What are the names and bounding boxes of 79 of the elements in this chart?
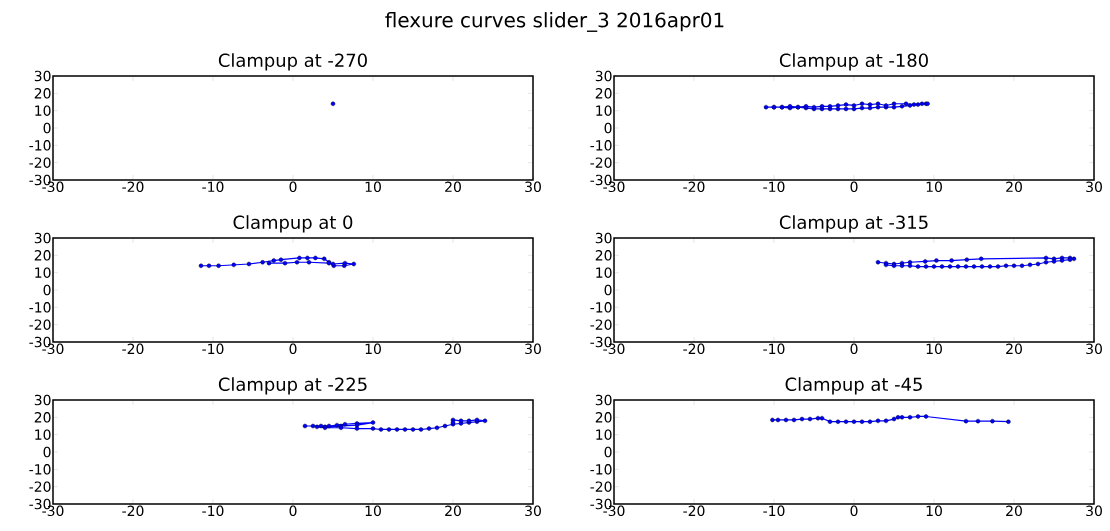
y-tick-label: 10 xyxy=(35,429,51,440)
y-tick-label: 0 xyxy=(43,284,51,296)
text: flexure curves slider_3 2016apr01 xyxy=(385,12,724,32)
x-tick-label: 10 xyxy=(926,505,942,517)
y-tick-label: -20 xyxy=(29,319,51,330)
x-tick-label: 30 xyxy=(1086,181,1102,193)
y-tick-label: 10 xyxy=(596,429,612,440)
y-tick-label: 0 xyxy=(43,446,51,458)
x-tick-label: 20 xyxy=(445,181,461,193)
x-tick-label: 30 xyxy=(1086,505,1102,517)
x-tick-label: 0 xyxy=(850,181,858,193)
x-tick-label: 10 xyxy=(365,181,381,193)
x-tick-label: -10 xyxy=(763,505,785,517)
y-tick-label: -10 xyxy=(29,302,51,313)
x-tick-label: 20 xyxy=(1006,181,1022,193)
x-tick-label: 10 xyxy=(926,343,942,355)
y-tick-label: 20 xyxy=(34,250,51,261)
y-tick-label: -10 xyxy=(590,464,612,475)
x-tick-label: 0 xyxy=(850,505,858,517)
y-tick-label: 30 xyxy=(595,70,612,82)
y-tick-label: -10 xyxy=(29,140,51,151)
y-tick-label: 0 xyxy=(604,122,612,134)
y-tick-label: 10 xyxy=(596,267,612,278)
x-tick-label: -20 xyxy=(122,343,144,355)
y-tick-label: 20 xyxy=(595,412,612,423)
x-tick-label: 30 xyxy=(1086,343,1102,355)
y-tick-label: 20 xyxy=(595,88,612,99)
y-tick-label: -10 xyxy=(29,464,51,475)
chart-title: Clampup at -180 xyxy=(779,53,928,71)
x-tick-label: 30 xyxy=(525,343,541,355)
y-tick-label: 20 xyxy=(34,412,51,423)
x-tick-label: -20 xyxy=(683,505,705,517)
y-tick-label: -20 xyxy=(590,319,612,330)
x-tick-label: 30 xyxy=(525,505,541,517)
y-tick-label: 20 xyxy=(34,88,51,99)
x-tick-label: 20 xyxy=(1006,505,1022,517)
y-tick-label: -20 xyxy=(29,157,51,168)
x-tick-label: -20 xyxy=(683,343,705,355)
x-tick-label: 20 xyxy=(445,343,461,355)
x-tick-label: 20 xyxy=(1006,343,1022,355)
chart-title: Clampup at -225 xyxy=(218,377,367,395)
x-tick-label: 30 xyxy=(525,181,541,193)
y-tick-label: -10 xyxy=(590,302,612,313)
x-tick-label: 10 xyxy=(926,181,942,193)
y-tick-label: 30 xyxy=(595,232,612,244)
y-tick-label: 10 xyxy=(35,105,51,116)
x-tick-label: 0 xyxy=(850,343,858,355)
y-tick-label: 10 xyxy=(35,267,51,278)
y-tick-label: -10 xyxy=(590,140,612,151)
chart-title: Clampup at -45 xyxy=(785,377,922,395)
y-tick-label: -20 xyxy=(590,481,612,492)
x-tick-label: 0 xyxy=(289,343,297,355)
chart-title: Clampup at -315 xyxy=(779,215,928,233)
x-tick-label: 0 xyxy=(289,181,297,193)
y-tick-label: 0 xyxy=(604,284,612,296)
y-tick-label: 0 xyxy=(43,122,51,134)
x-tick-label: -10 xyxy=(202,505,224,517)
y-tick-label: 0 xyxy=(604,446,612,458)
y-tick-label: 30 xyxy=(34,394,51,406)
x-tick-label: -10 xyxy=(202,181,224,193)
x-tick-label: -10 xyxy=(202,343,224,355)
y-tick-label: 20 xyxy=(595,250,612,261)
x-tick-label: 0 xyxy=(289,505,297,517)
y-tick-label: -20 xyxy=(590,157,612,168)
x-tick-label: -20 xyxy=(122,181,144,193)
x-tick-label: -10 xyxy=(763,181,785,193)
chart-title: Clampup at -270 xyxy=(218,53,367,71)
x-tick-label: -10 xyxy=(763,343,785,355)
y-tick-label: -20 xyxy=(29,481,51,492)
y-tick-label: 10 xyxy=(596,105,612,116)
x-tick-label: -20 xyxy=(683,181,705,193)
y-tick-label: 30 xyxy=(595,394,612,406)
x-tick-label: 20 xyxy=(445,505,461,517)
x-tick-label: 10 xyxy=(365,343,381,355)
y-tick-label: 30 xyxy=(34,70,51,82)
x-tick-label: -20 xyxy=(122,505,144,517)
y-tick-label: 30 xyxy=(34,232,51,244)
x-tick-label: 10 xyxy=(365,505,381,517)
chart-title: Clampup at 0 xyxy=(233,215,353,233)
